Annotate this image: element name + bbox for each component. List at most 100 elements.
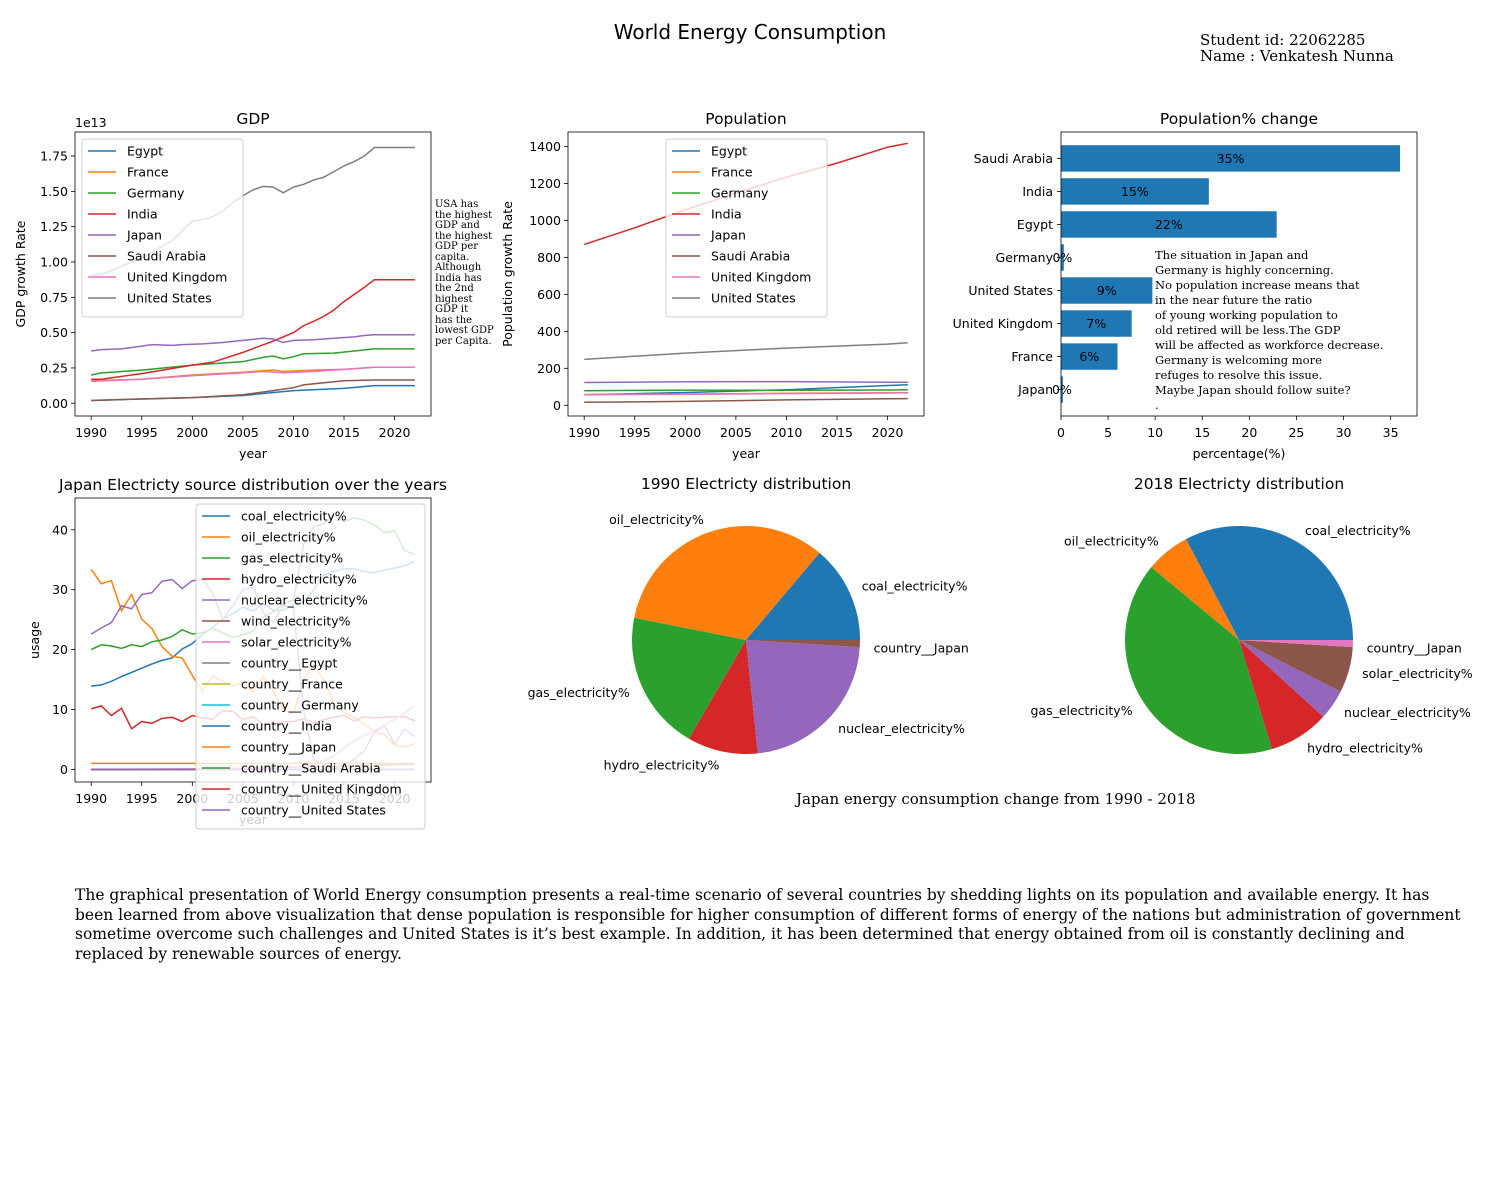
japan_sources-legend-box <box>195 503 426 830</box>
gdp-legend-label: Egypt <box>127 144 163 159</box>
pop-change-value-label: 35% <box>1217 151 1245 166</box>
population-y-tick-label: 400 <box>537 324 561 339</box>
japan_sources-legend-label: country__United Kingdom <box>241 782 402 797</box>
summary-paragraph: The graphical presentation of World Ener… <box>75 886 1461 963</box>
pop-change-value-label: 7% <box>1086 316 1106 331</box>
pie1990-slice <box>746 552 860 640</box>
population-series-line <box>584 342 908 361</box>
pie2018-slice <box>1124 567 1272 755</box>
population-y-tick-label: 1000 <box>529 213 561 228</box>
gdp-xlabel: year <box>239 446 268 461</box>
japan_sources-legend-label: wind_electricity% <box>241 614 351 629</box>
gdp-y-tick-label: 1.25 <box>40 219 68 234</box>
pie1990-slice <box>689 640 758 754</box>
pop-change-x-tick-label: 30 <box>1336 425 1352 440</box>
population-y-tick-label: 1200 <box>529 176 561 191</box>
population-title: Population <box>705 110 786 128</box>
gdp-series-line <box>91 348 415 376</box>
pop-change-category-label: Germany <box>996 250 1054 265</box>
gdp-x-tick-label: 1995 <box>126 425 158 440</box>
japan_sources-legend-label: country__Egypt <box>241 656 337 671</box>
population-series-line <box>584 392 908 396</box>
population-chart: 1990 1995 2000 2005 2010 2015 2020 0 200 400 600 80… <box>500 110 925 461</box>
population-xlabel: year <box>732 446 761 461</box>
population-x-tick-label: 1990 <box>568 425 600 440</box>
population-x-tick-label: 2005 <box>720 425 752 440</box>
pie2018-slice-label: nuclear_electricity% <box>1344 705 1471 720</box>
pie2018-slice-label: hydro_electricity% <box>1307 741 1423 756</box>
japan_sources-y-tick-label: 20 <box>52 642 68 657</box>
population-y-tick-label: 800 <box>537 250 561 265</box>
gdp-x-tick-label: 2000 <box>176 425 208 440</box>
japan_sources-x-tick-label: 1995 <box>126 791 158 806</box>
pop-change-x-tick-label: 35 <box>1383 425 1399 440</box>
pie1990-chart: coal_electricity% oil_electricity% gas_ele… <box>528 475 969 772</box>
pie1990-slice <box>746 640 860 648</box>
gdp-x-tick-label: 2015 <box>328 425 360 440</box>
gdp-ylabel: GDP growth Rate <box>13 220 28 327</box>
gdp-y-tick-label: 0.75 <box>40 290 68 305</box>
pop-change-x-tick-label: 5 <box>1104 425 1112 440</box>
gdp-series-line <box>91 366 415 383</box>
population-series-line <box>584 380 908 384</box>
pie1990-slice-label: country__Japan <box>874 640 969 655</box>
population-note: The situation in Japan and Germany is hi… <box>1155 248 1384 412</box>
japan_sources-legend-label: country__India <box>241 719 332 734</box>
pop-change-value-label: 0% <box>1052 250 1072 265</box>
pop-change-bar <box>1061 145 1401 172</box>
pop-change-category-label: France <box>1011 349 1053 364</box>
gdp-y-tick-label: 0.25 <box>40 360 68 375</box>
pie1990-slice-label: hydro_electricity% <box>604 757 720 772</box>
pie2018-slice <box>1185 525 1353 640</box>
pop-change-bar <box>1061 178 1209 205</box>
gdp-legend-label: Germany <box>127 186 185 201</box>
pop-change-x-tick-label: 20 <box>1241 425 1257 440</box>
gdp-series-line <box>91 278 415 381</box>
pop-change-category-label: United Kingdom <box>953 316 1053 331</box>
population-legend-label: France <box>711 165 753 180</box>
population-legend-label: Saudi Arabia <box>711 249 790 264</box>
pop-change-category-label: Japan <box>1017 382 1053 397</box>
population-x-tick-label: 2000 <box>669 425 701 440</box>
gdp-x-tick-label: 2005 <box>227 425 259 440</box>
population-legend-label: United Kingdom <box>711 270 811 285</box>
gdp-legend-label: India <box>127 207 158 222</box>
pie2018-slice <box>1239 640 1341 717</box>
japan_sources-legend-label: country__United States <box>241 803 386 818</box>
pie-caption: Japan energy consumption change from 199… <box>796 790 1196 808</box>
japan_sources-legend-label: country__Germany <box>241 698 359 713</box>
population-y-tick-label: 600 <box>537 287 561 302</box>
pie2018-slice-label: oil_electricity% <box>1064 533 1159 548</box>
pop-change-xlabel: percentage(%) <box>1193 446 1286 461</box>
gdp-legend-label: United States <box>127 291 212 306</box>
gdp-legend-label: Saudi Arabia <box>127 249 206 264</box>
population-series-line <box>584 389 908 392</box>
pop-change-bar <box>1061 277 1153 304</box>
japan_sources-legend-label: coal_electricity% <box>241 509 347 524</box>
population-frame <box>567 131 925 417</box>
pop-change-bar <box>1061 310 1132 337</box>
population-ylabel: Population growth Rate <box>500 201 515 347</box>
population-series-line <box>584 397 908 404</box>
japan_sources-y-tick-label: 10 <box>52 702 68 717</box>
pop-change-category-label: India <box>1022 184 1053 199</box>
japan_sources-legend: coal_electricity% oil_electricity% gas_ele… <box>195 503 426 830</box>
gdp-chart: 1990 1995 2000 2005 2010 2015 2020 0.00 0.25 0.50… <box>13 110 432 461</box>
population-legend-label: Egypt <box>711 144 747 159</box>
japan_sources-y-tick-label: 0 <box>60 762 68 777</box>
gdp-series-line <box>91 334 415 352</box>
pop-change-x-tick-label: 25 <box>1288 425 1304 440</box>
pie1990-slice <box>632 617 746 739</box>
gdp-legend: Egypt France Germany India Japan Saudi Arabia… <box>81 138 244 318</box>
population-legend: Egypt France Germany India Japan Saudi Arabia… <box>665 138 828 318</box>
japan_sources-chart: 1990199520002005201020152020010203040Jap… <box>27 476 447 830</box>
gdp-legend-label: Japan <box>126 228 162 243</box>
japan_sources-title: Japan Electricty source distribution ove… <box>58 476 447 494</box>
pie1990-slice-label: nuclear_electricity% <box>838 721 965 736</box>
pop-change-bar <box>1061 211 1277 238</box>
pie2018-slice <box>1239 640 1324 750</box>
pop-change-frame <box>1060 131 1418 417</box>
population-legend-label: Germany <box>711 186 769 201</box>
population-legend-box <box>665 138 828 318</box>
